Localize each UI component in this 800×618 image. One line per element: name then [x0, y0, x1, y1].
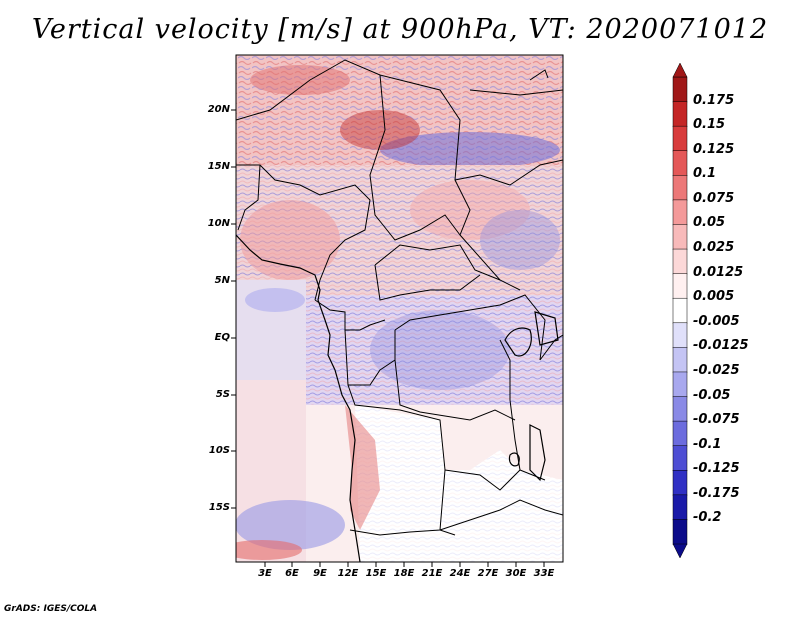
colorbar-segment [672, 125, 688, 152]
map-title: Vertical velocity [m/s] at 900hPa, VT: 2… [31, 14, 769, 45]
colorbar-label: 0.15 [693, 117, 726, 133]
lon-label-15e: 15E [365, 568, 387, 579]
lon-label-30e: 30E [505, 568, 527, 579]
lon-label-18e: 18E [393, 568, 415, 579]
colorbar-segment [672, 248, 688, 275]
footer-credit: GrADS: IGES/COLA [4, 604, 98, 614]
lat-label-5n: 5N [214, 275, 230, 286]
colorbar-label: -0.1 [693, 436, 722, 452]
velocity-field [236, 55, 563, 562]
country-borders [236, 59, 563, 536]
colorbar-segment [672, 519, 688, 545]
colorbar-segment [672, 420, 688, 447]
colorbar-segment [672, 322, 688, 349]
colorbar-segment [672, 175, 688, 201]
colorbar [672, 62, 688, 559]
colorbar-segment [672, 224, 688, 250]
axis-ticks [231, 109, 545, 567]
colorbar-label: -0.025 [693, 362, 740, 378]
lon-label-21e: 21E [421, 568, 443, 579]
lon-label-27e: 27E [477, 568, 499, 579]
colorbar-label: 0.1 [693, 166, 717, 182]
colorbar-label: -0.05 [693, 387, 731, 403]
colorbar-label: -0.005 [693, 313, 740, 329]
colorbar-segment [672, 101, 688, 127]
colorbar-segment [672, 199, 688, 226]
colorbar-label: 0.075 [693, 190, 735, 206]
lat-label-10n: 10N [207, 218, 230, 229]
lat-label-10s: 10S [208, 445, 230, 456]
colorbar-label: 0.125 [693, 141, 735, 157]
colorbar-label: 0.05 [693, 215, 726, 231]
lat-label-15s: 15S [208, 502, 230, 513]
map-frame [235, 54, 564, 563]
lat-label-15n: 15N [207, 161, 230, 172]
lon-label-24e: 24E [449, 568, 471, 579]
lon-label-33e: 33E [533, 568, 555, 579]
colorbar-segment [672, 347, 688, 373]
coastline [236, 234, 559, 562]
colorbar-segment [672, 470, 688, 496]
colorbar-max-arrow [672, 62, 688, 78]
lat-label-20n: 20N [207, 104, 230, 115]
colorbar-min-arrow [672, 543, 688, 559]
lon-label-12e: 12E [337, 568, 359, 579]
colorbar-segment [672, 76, 688, 103]
colorbar-segment [672, 150, 688, 177]
lat-label-eq: EQ [214, 332, 230, 343]
colorbar-label: -0.2 [693, 510, 722, 526]
colorbar-label: -0.125 [693, 461, 740, 477]
colorbar-segment [672, 273, 688, 299]
colorbar-label: 0.005 [693, 289, 735, 305]
colorbar-segment [672, 494, 688, 521]
colorbar-label: 0.0125 [693, 264, 744, 280]
colorbar-label: -0.075 [693, 412, 740, 428]
lon-label-9e: 9E [313, 568, 327, 579]
colorbar-label: -0.0125 [693, 338, 749, 354]
colorbar-segment [672, 371, 688, 398]
colorbar-label: -0.175 [693, 485, 740, 501]
colorbar-label: 0.025 [693, 240, 735, 256]
lon-label-3e: 3E [258, 568, 272, 579]
lon-label-6e: 6E [285, 568, 299, 579]
lat-label-5s: 5S [215, 389, 230, 400]
colorbar-segment [672, 297, 688, 324]
colorbar-label: 0.175 [693, 92, 735, 108]
colorbar-segment [672, 445, 688, 472]
colorbar-segment [672, 396, 688, 422]
